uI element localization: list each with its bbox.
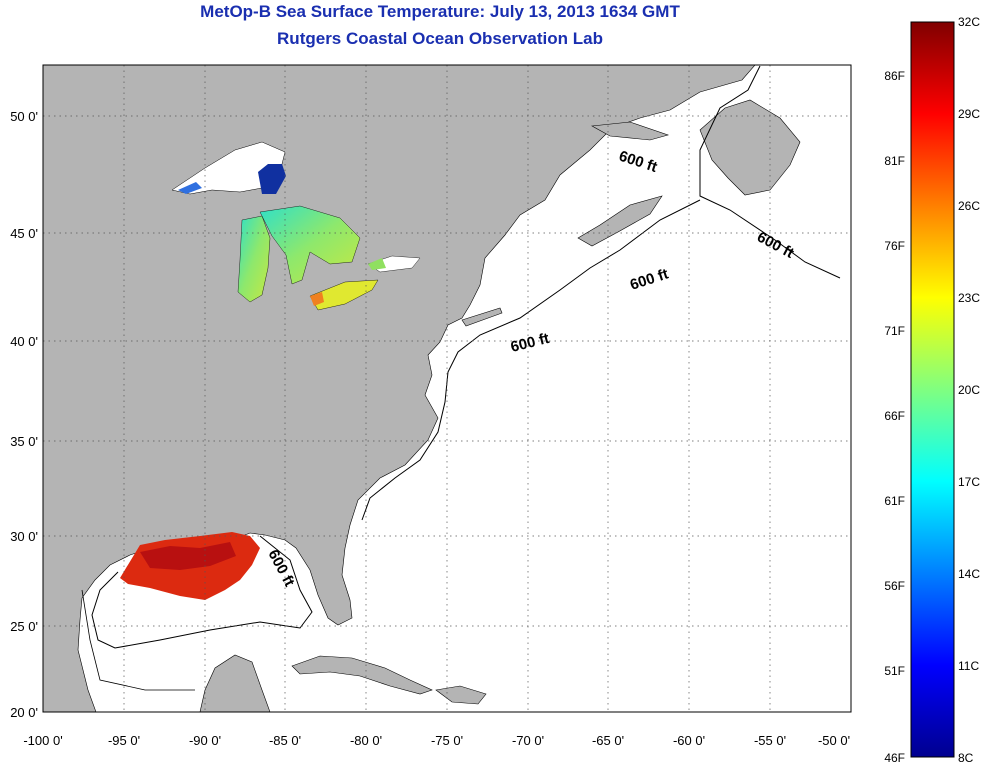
long-island (461, 307, 503, 327)
colorbar (910, 21, 955, 758)
lon-tick-label: -90 0' (189, 733, 221, 748)
lake-erie-warm (310, 292, 324, 306)
graticule (43, 65, 851, 712)
lon-tick-label: -100 0' (23, 733, 62, 748)
map-subtitle: Rutgers Coastal Ocean Observation Lab (277, 29, 603, 48)
lat-tick-label: 20 0' (10, 705, 38, 720)
lake-superior-west (178, 182, 202, 194)
depth-contour-gulf (91, 535, 313, 649)
lat-tick-label: 25 0' (10, 619, 38, 634)
lon-tick-label: -95 0' (108, 733, 140, 748)
colorbar-label-f: 86F (884, 69, 905, 83)
lat-tick-label: 45 0' (10, 226, 38, 241)
gulf-island (591, 121, 670, 141)
lake-michigan (237, 215, 271, 303)
lake-ontario-sst (368, 258, 386, 270)
lat-tick-label: 40 0' (10, 334, 38, 349)
lon-tick-label: -75 0' (431, 733, 463, 748)
colorbar-label-c: 26C (958, 199, 980, 213)
colorbar-label-f: 51F (884, 664, 905, 678)
lon-tick-label: -65 0' (592, 733, 624, 748)
lat-tick-label: 50 0' (10, 109, 38, 124)
colorbar-label-f: 81F (884, 154, 905, 168)
map-title: MetOp-B Sea Surface Temperature: July 13… (200, 2, 680, 21)
gulf-sst-core (140, 542, 236, 570)
colorbar-label-f: 66F (884, 409, 905, 423)
colorbar-label-f: 76F (884, 239, 905, 253)
colorbar-label-c: 29C (958, 107, 980, 121)
yucatan-land (199, 654, 271, 712)
colorbar-label-c: 11C (958, 659, 979, 673)
land-mass (43, 65, 756, 712)
nova-scotia-land (577, 195, 663, 247)
newfoundland-land (699, 99, 801, 196)
lon-tick-label: -60 0' (673, 733, 705, 748)
lon-tick-label: -50 0' (818, 733, 850, 748)
lon-tick-label: -70 0' (512, 733, 544, 748)
colorbar-label-c: 23C (958, 291, 980, 305)
lat-tick-label: 35 0' (10, 434, 38, 449)
lake-superior-cold (258, 164, 286, 194)
colorbar-label-c: 20C (958, 383, 980, 397)
depth-contour-gulf-inner (81, 589, 195, 691)
cuba-land (291, 655, 433, 695)
colorbar-label-f: 71F (884, 324, 905, 338)
lon-tick-label: -55 0' (754, 733, 786, 748)
lake-erie (309, 279, 379, 311)
colorbar-label-c: 14C (958, 567, 980, 581)
depth-contour-east (361, 65, 841, 521)
lon-tick-label: -80 0' (350, 733, 382, 748)
colorbar-label-c: 32C (958, 15, 980, 29)
colorbar-label-c: 17C (958, 475, 980, 489)
colorbar-label-c: 8C (958, 751, 974, 765)
map-frame (42, 64, 852, 713)
lon-tick-label: -85 0' (269, 733, 301, 748)
colorbar-label-f: 61F (884, 494, 905, 508)
colorbar-label-f: 46F (884, 751, 905, 765)
hispaniola-land (435, 685, 487, 705)
lat-tick-label: 30 0' (10, 529, 38, 544)
colorbar-label-f: 56F (884, 579, 905, 593)
